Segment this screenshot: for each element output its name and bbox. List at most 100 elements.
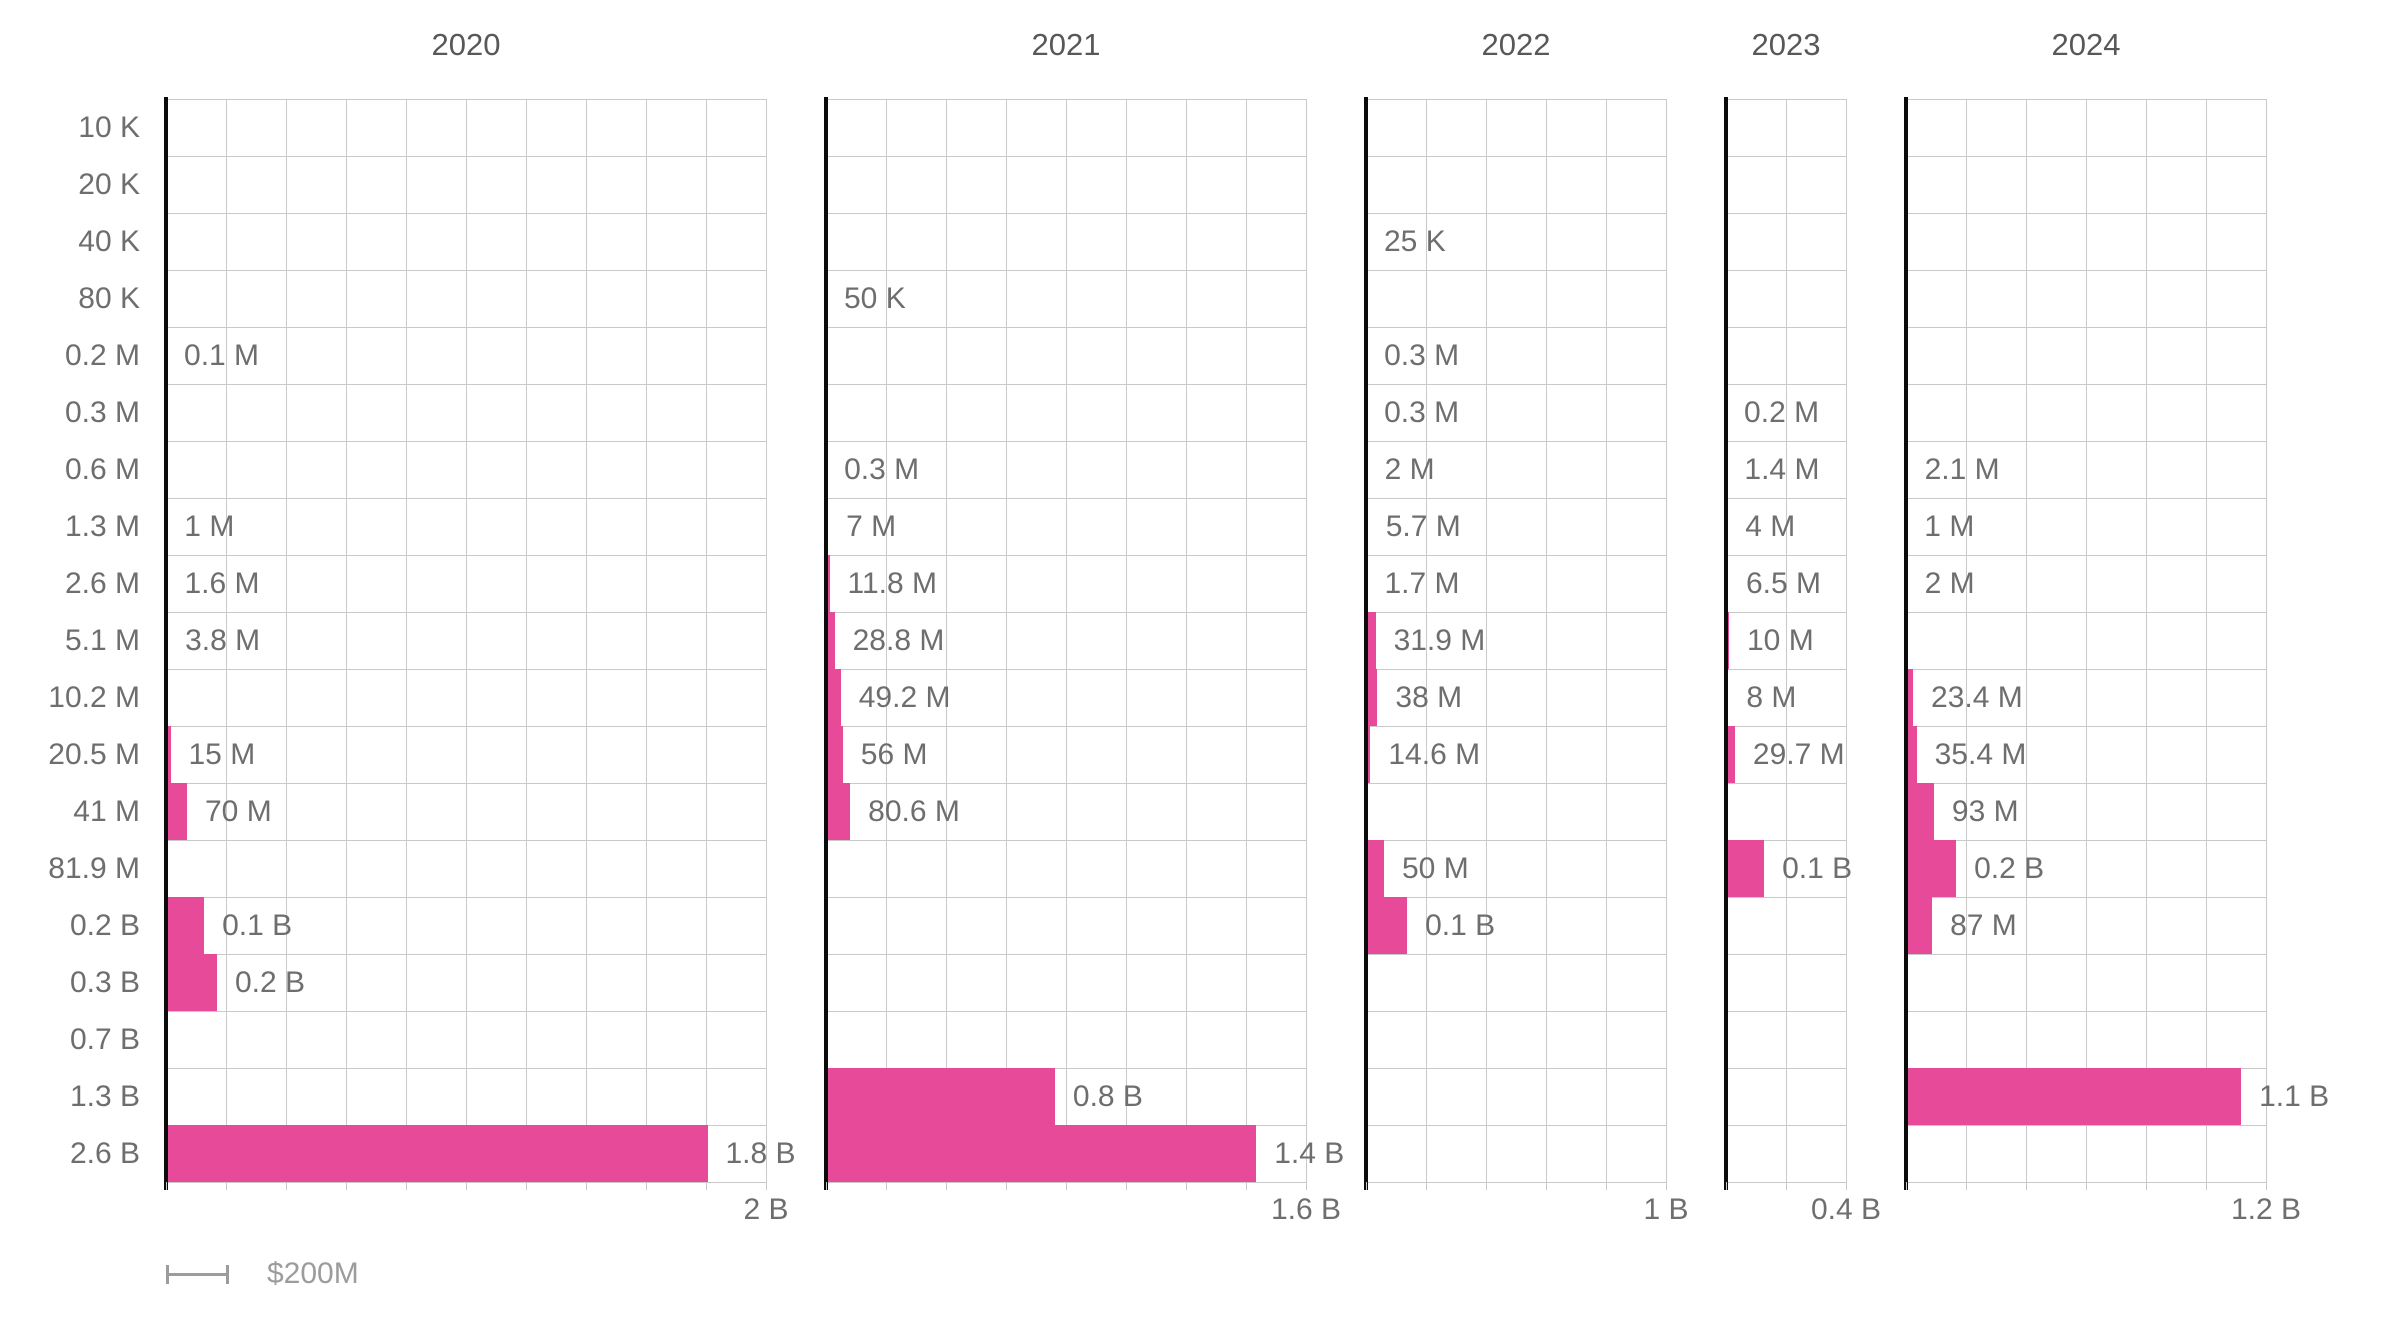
scale-ruler-icon (166, 1273, 229, 1276)
bar-value-label: 14.6 M (1388, 738, 1481, 771)
y-axis-label: 1.3 B (69, 1080, 140, 1113)
bottom-axis-tick (586, 1182, 587, 1190)
bottom-axis-tick (526, 1182, 527, 1190)
bar-value-label: 35.4 M (1934, 738, 2027, 771)
bar (826, 783, 851, 840)
bar (1726, 840, 1765, 897)
y-axis-label: 0.2 B (69, 909, 140, 942)
bottom-axis-tick (1786, 1182, 1787, 1190)
bar-value-label: 0.3 M (844, 453, 920, 486)
panel-axis-line (1724, 97, 1728, 1190)
panel-grid (826, 99, 1307, 1183)
panel-axis-line (824, 97, 828, 1190)
y-axis-label: 2.6 B (69, 1137, 140, 1170)
bar-value-label: 50 K (844, 282, 906, 315)
y-axis-label: 0.7 B (69, 1023, 140, 1056)
bottom-axis-tick (1426, 1182, 1427, 1190)
bar (826, 1125, 1257, 1182)
y-axis-label: 1.3 M (64, 510, 140, 543)
bar-value-label: 0.1 B (1425, 909, 1496, 942)
bar (1906, 840, 1957, 897)
bottom-axis-tick (466, 1182, 467, 1190)
bottom-axis-tick (1126, 1182, 1127, 1190)
bar-value-label: 1.4 B (1274, 1137, 1345, 1170)
bar (166, 897, 205, 954)
bar-value-label: 0.1 M (184, 339, 260, 372)
y-axis-label: 0.6 M (64, 453, 140, 486)
axis-max-label: 1 B (1643, 1193, 1689, 1226)
bar (1906, 669, 1914, 726)
bottom-axis-tick (346, 1182, 347, 1190)
bar-value-label: 1.6 M (184, 567, 260, 600)
bar-value-label: 2.1 M (1924, 453, 2000, 486)
panel-axis-line (1364, 97, 1368, 1190)
bar-value-label: 25 K (1384, 225, 1446, 258)
bar-value-label: 15 M (188, 738, 256, 771)
bar-value-label: 0.1 B (1782, 852, 1853, 885)
bottom-axis-tick (886, 1182, 887, 1190)
bar (166, 954, 217, 1011)
y-axis-label: 20 K (78, 168, 140, 201)
bar-value-label: 70 M (205, 795, 272, 828)
bar-value-label: 1.8 B (725, 1137, 796, 1170)
bottom-axis-tick (1246, 1182, 1247, 1190)
bottom-axis-tick (706, 1182, 707, 1190)
bottom-axis-tick (1006, 1182, 1007, 1190)
bar-value-label: 5.7 M (1385, 510, 1461, 543)
panel-axis-line (1904, 97, 1908, 1190)
bar (1366, 840, 1384, 897)
bar (166, 783, 187, 840)
bar-value-label: 23.4 M (1931, 681, 2023, 714)
bottom-axis-tick (1966, 1182, 1967, 1190)
bottom-axis-tick (1606, 1182, 1607, 1190)
bar-value-label: 93 M (1951, 795, 2019, 828)
bottom-axis-tick (286, 1182, 287, 1190)
bottom-axis-tick (1846, 1182, 1847, 1190)
panel-title: 2020 (431, 27, 501, 62)
bar (1366, 897, 1408, 954)
bottom-axis-tick (2266, 1182, 2267, 1190)
bar-value-label: 0.8 B (1072, 1080, 1143, 1113)
y-axis-label: 40 K (78, 225, 140, 258)
bar-value-label: 0.3 M (1384, 339, 1460, 372)
bottom-axis-tick (1366, 1182, 1367, 1190)
panel-title: 2024 (2051, 27, 2121, 62)
bottom-axis-tick (2146, 1182, 2147, 1190)
bar-value-label: 10 M (1747, 624, 1814, 657)
bar-value-label: 1 M (184, 510, 235, 543)
bar-value-label: 7 M (846, 510, 897, 543)
bar-value-label: 50 M (1402, 852, 1469, 885)
bar-value-label: 28.8 M (852, 624, 945, 657)
bottom-axis-tick (1726, 1182, 1727, 1190)
y-axis-label: 0.2 M (64, 339, 140, 372)
bar (1366, 669, 1378, 726)
bar-value-label: 29.7 M (1752, 738, 1845, 771)
bottom-axis-tick (766, 1182, 767, 1190)
scale-ruler-left-cap-icon (166, 1265, 169, 1284)
bar (826, 1068, 1055, 1125)
panel-grid (166, 99, 767, 1183)
bar-value-label: 2 M (1924, 567, 1975, 600)
bar-value-label: 2 M (1384, 453, 1435, 486)
bar-value-label: 11.8 M (847, 567, 938, 600)
y-axis-label: 0.3 M (64, 396, 140, 429)
bar (1906, 897, 1933, 954)
panel-grid (1906, 99, 2267, 1183)
bottom-axis-tick (406, 1182, 407, 1190)
bottom-axis-tick (1186, 1182, 1187, 1190)
bar (166, 1125, 708, 1182)
bottom-axis-tick (166, 1182, 167, 1190)
bar (826, 612, 835, 669)
bar-value-label: 1.4 M (1744, 453, 1820, 486)
bar (1906, 1068, 2242, 1125)
y-axis-label: 41 M (73, 795, 140, 828)
bar-value-label: 56 M (860, 738, 928, 771)
bar (1726, 726, 1735, 783)
bottom-axis-tick (226, 1182, 227, 1190)
axis-max-label: 1.6 B (1270, 1193, 1342, 1226)
scale-ruler-right-cap-icon (226, 1265, 229, 1284)
bar-value-label: 1 M (1924, 510, 1975, 543)
bottom-axis-tick (1906, 1182, 1907, 1190)
bottom-axis-tick (1486, 1182, 1487, 1190)
bar (1366, 612, 1376, 669)
